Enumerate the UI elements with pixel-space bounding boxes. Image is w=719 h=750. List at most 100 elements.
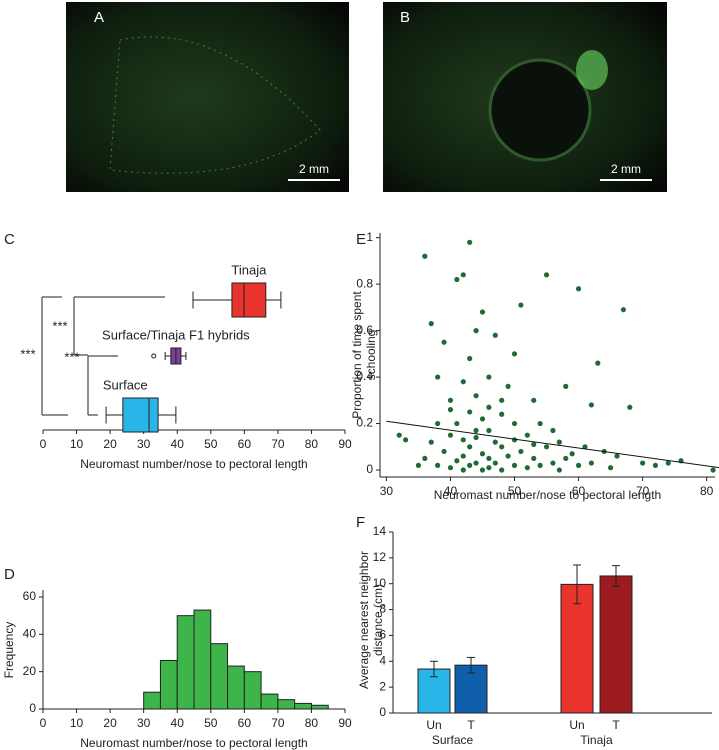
point (492, 439, 498, 445)
y-tick-label: 0 (379, 705, 386, 719)
y-tick-label: 8 (379, 602, 386, 616)
x-tick-label: 80 (700, 484, 714, 498)
y-tick-label: 0.6 (356, 323, 373, 337)
x-tick-label: 40 (444, 484, 458, 498)
point (595, 360, 601, 366)
point (627, 404, 633, 410)
point (518, 448, 524, 455)
point (486, 465, 492, 471)
y-axis-label: Frequency (2, 622, 16, 679)
photo-b-detail (576, 50, 608, 90)
point (505, 383, 511, 389)
y-tick-label: 10 (373, 576, 387, 590)
point (575, 462, 582, 468)
point (710, 467, 716, 473)
box (122, 397, 159, 433)
point (479, 451, 486, 457)
category-label: T (612, 718, 620, 732)
y-tick-label: 2 (379, 679, 386, 693)
point (473, 328, 479, 334)
y-tick-label: 1 (366, 230, 373, 244)
panel-label: C (4, 231, 15, 248)
y-tick-label: 60 (23, 589, 37, 603)
y-tick-label: 0.4 (356, 369, 373, 383)
y-tick-label: 14 (373, 524, 387, 538)
trend-line (386, 420, 719, 469)
point (588, 402, 594, 408)
point (531, 455, 537, 462)
point (543, 272, 550, 278)
bar (560, 583, 594, 714)
point (435, 420, 441, 427)
panel-label: B (400, 9, 410, 26)
bar (243, 671, 262, 710)
x-tick-label: 20 (103, 437, 117, 451)
x-tick-label: 80 (305, 716, 319, 730)
point (505, 453, 511, 459)
x-tick-label: 0 (40, 437, 47, 451)
point (575, 286, 582, 292)
point (492, 332, 498, 338)
y-tick-label: 20 (23, 664, 37, 678)
point (550, 460, 556, 466)
panel-label: E (356, 231, 366, 248)
point (486, 455, 492, 462)
point (652, 462, 659, 468)
bar (260, 693, 279, 710)
y-tick-label: 0 (366, 462, 373, 476)
photo-a-detail (109, 36, 321, 174)
bar (159, 659, 178, 710)
category-label: Un (569, 718, 584, 732)
point (422, 253, 428, 259)
x-axis-label: Neuromast number/nose to pectoral length (434, 488, 661, 502)
point (582, 444, 588, 450)
category-label: Surface (103, 377, 148, 392)
point (447, 432, 454, 438)
point (473, 460, 479, 466)
point (486, 374, 492, 380)
y-axis-label: distance (cm) (371, 584, 385, 656)
point (518, 302, 524, 308)
significance: *** (52, 318, 67, 333)
point (556, 467, 562, 473)
point (460, 467, 466, 473)
point (467, 355, 473, 362)
point (550, 427, 556, 434)
point (588, 460, 594, 466)
point (473, 427, 479, 434)
point (428, 321, 434, 327)
point (403, 437, 409, 443)
point (524, 432, 530, 438)
bar (193, 609, 212, 710)
x-tick-label: 30 (137, 716, 151, 730)
y-tick-label: 40 (23, 627, 37, 641)
x-tick-label: 60 (238, 716, 252, 730)
point (428, 439, 434, 445)
x-tick-label: 50 (508, 484, 522, 498)
y-tick-label: 0.8 (356, 276, 373, 290)
point (454, 420, 460, 427)
point (460, 272, 466, 278)
point (479, 467, 486, 473)
x-tick-label: 40 (171, 716, 185, 730)
x-axis-label: Neuromast number/nose to pectoral length (80, 457, 307, 471)
x-tick-label: 50 (204, 437, 218, 451)
point (511, 462, 518, 468)
bar (210, 643, 229, 710)
point (511, 351, 518, 357)
x-tick-label: 60 (572, 484, 586, 498)
point (563, 383, 569, 389)
box (231, 282, 267, 318)
point (447, 397, 454, 403)
bar (227, 665, 245, 710)
point (479, 309, 486, 315)
point (460, 437, 466, 443)
point (537, 462, 543, 468)
bar (143, 691, 161, 710)
panel-label: F (356, 514, 365, 531)
x-tick-label: 20 (103, 716, 117, 730)
point (556, 439, 562, 445)
point (435, 374, 441, 380)
x-tick-label: 90 (338, 716, 352, 730)
point (415, 462, 422, 468)
